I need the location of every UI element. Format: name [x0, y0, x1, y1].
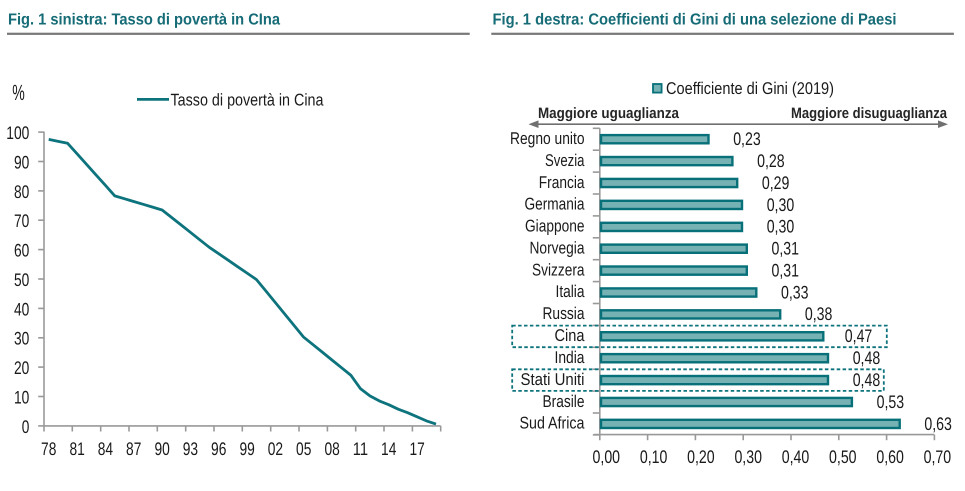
- svg-text:India: India: [555, 348, 585, 367]
- svg-text:0,60: 0,60: [876, 447, 904, 467]
- svg-text:90: 90: [14, 152, 29, 172]
- svg-text:0,20: 0,20: [687, 447, 715, 467]
- svg-text:0,10: 0,10: [640, 447, 668, 467]
- svg-text:Cina: Cina: [555, 326, 585, 345]
- svg-text:87: 87: [126, 439, 141, 459]
- svg-text:Maggiore disuguaglianza: Maggiore disuguaglianza: [791, 105, 948, 122]
- svg-text:Coefficiente di Gini (2019): Coefficiente di Gini (2019): [666, 79, 834, 98]
- svg-text:0,28: 0,28: [757, 151, 785, 171]
- svg-text:0,33: 0,33: [781, 282, 809, 302]
- svg-text:02: 02: [268, 439, 283, 459]
- svg-text:0,29: 0,29: [762, 173, 790, 193]
- svg-text:0,31: 0,31: [772, 260, 800, 280]
- svg-text:0,63: 0,63: [924, 414, 952, 434]
- svg-text:Fig. 1 destra: Coefficienti di: Fig. 1 destra: Coefficienti di Gini di u…: [493, 12, 897, 29]
- svg-text:Regno unito: Regno unito: [510, 129, 585, 148]
- svg-text:Italia: Italia: [556, 282, 585, 301]
- svg-text:0,47: 0,47: [845, 326, 873, 346]
- svg-text:Stati Uniti: Stati Uniti: [521, 370, 585, 389]
- svg-text:Maggiore uguaglianza: Maggiore uguaglianza: [538, 105, 680, 122]
- svg-text:99: 99: [239, 439, 254, 459]
- svg-text:10: 10: [14, 387, 29, 407]
- svg-text:0,40: 0,40: [782, 447, 810, 467]
- svg-text:Sud Africa: Sud Africa: [520, 414, 585, 433]
- svg-text:Germania: Germania: [525, 195, 585, 214]
- svg-text:78: 78: [41, 439, 56, 459]
- svg-text:60: 60: [14, 241, 29, 261]
- svg-text:17: 17: [409, 439, 424, 459]
- svg-text:0,48: 0,48: [853, 348, 881, 368]
- svg-text:70: 70: [14, 211, 29, 231]
- svg-text:Francia: Francia: [539, 173, 585, 192]
- svg-text:30: 30: [14, 329, 29, 349]
- svg-text:0,00: 0,00: [593, 447, 621, 467]
- svg-text:0,30: 0,30: [734, 447, 762, 467]
- svg-text:Norvegia: Norvegia: [530, 238, 585, 257]
- svg-text:14: 14: [381, 439, 396, 459]
- svg-text:Tasso di povertà in Cina: Tasso di povertà in Cina: [171, 91, 324, 110]
- svg-text:11: 11: [353, 439, 368, 459]
- svg-text:0,70: 0,70: [924, 447, 952, 467]
- svg-text:05: 05: [296, 439, 311, 459]
- svg-text:0,30: 0,30: [767, 195, 795, 215]
- svg-text:Svezia: Svezia: [545, 151, 585, 170]
- svg-text:40: 40: [14, 299, 29, 319]
- svg-text:50: 50: [14, 270, 29, 290]
- svg-text:0,48: 0,48: [853, 370, 881, 390]
- svg-text:90: 90: [154, 439, 169, 459]
- svg-text:100: 100: [6, 123, 29, 143]
- svg-text:20: 20: [14, 358, 29, 378]
- svg-text:0,30: 0,30: [767, 217, 795, 237]
- svg-text:Russia: Russia: [543, 304, 585, 323]
- svg-text:Svizzera: Svizzera: [532, 260, 585, 279]
- svg-text:0,53: 0,53: [877, 392, 905, 412]
- svg-text:08: 08: [324, 439, 339, 459]
- svg-text:93: 93: [183, 439, 198, 459]
- svg-text:%: %: [12, 80, 25, 105]
- svg-text:0,50: 0,50: [829, 447, 857, 467]
- svg-text:80: 80: [14, 182, 29, 202]
- svg-text:81: 81: [69, 439, 84, 459]
- svg-text:0,38: 0,38: [805, 304, 833, 324]
- svg-text:Fig. 1 sinistra: Tasso di pove: Fig. 1 sinistra: Tasso di povertà in CIn…: [8, 12, 280, 29]
- svg-text:Brasile: Brasile: [543, 392, 585, 411]
- svg-text:84: 84: [98, 439, 113, 459]
- svg-text:0: 0: [22, 417, 30, 437]
- svg-text:0,23: 0,23: [733, 129, 761, 149]
- svg-text:0,31: 0,31: [772, 239, 800, 259]
- svg-text:Giappone: Giappone: [525, 217, 585, 236]
- svg-text:96: 96: [211, 439, 226, 459]
